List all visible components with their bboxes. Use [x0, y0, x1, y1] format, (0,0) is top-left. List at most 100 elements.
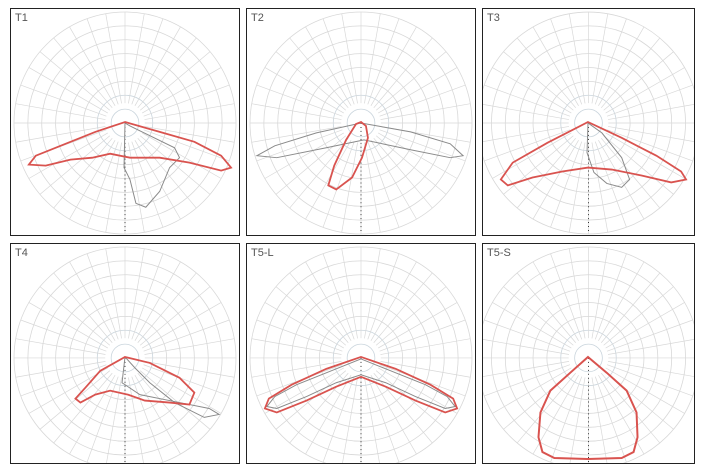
grid-spoke	[367, 376, 400, 463]
grid-spoke	[305, 261, 352, 341]
grid-spoke	[105, 248, 122, 339]
grid-spoke	[28, 367, 109, 414]
grid-spoke	[139, 286, 211, 346]
grid-spoke	[139, 370, 211, 430]
grid-spoke	[550, 141, 583, 228]
grid-spoke	[605, 367, 685, 414]
polar-diagram-t2	[249, 11, 473, 235]
grid-spoke	[53, 137, 113, 209]
grid-spoke	[600, 372, 661, 444]
grid-spoke	[492, 302, 572, 349]
grid-spoke	[373, 272, 433, 343]
grid-spoke	[606, 84, 693, 117]
grid-spoke	[380, 338, 471, 355]
grid-spoke	[39, 370, 111, 430]
grid-ring	[574, 108, 603, 138]
grid-spoke	[289, 272, 349, 343]
grid-spoke	[251, 338, 342, 355]
grid-spoke	[53, 37, 113, 109]
grid-spoke	[606, 129, 693, 162]
panel-label: T2	[251, 12, 264, 24]
panel-label: T1	[15, 12, 28, 24]
grid-spoke	[550, 18, 583, 105]
grid-spoke	[128, 248, 145, 339]
panel-t5-l: T5-L	[246, 243, 476, 464]
polar-grid	[13, 246, 237, 463]
grid-spoke	[289, 137, 349, 209]
grid-spoke	[256, 129, 343, 162]
polar-grid	[249, 11, 473, 235]
grid-spoke	[373, 37, 433, 109]
grid-spoke	[568, 248, 586, 339]
grid-spoke	[86, 253, 119, 340]
grid-spoke	[484, 84, 571, 117]
grid-spoke	[20, 84, 107, 117]
grid-spoke	[503, 286, 574, 346]
grid-spoke	[603, 135, 674, 195]
grid-spoke	[380, 361, 471, 378]
grid-spoke	[516, 372, 577, 444]
grid-spoke	[144, 338, 235, 355]
grid-spoke	[379, 319, 466, 352]
grid-spoke	[379, 84, 466, 117]
grid-spoke	[137, 272, 197, 343]
grid-spoke	[28, 132, 109, 179]
grid-spoke	[322, 18, 355, 105]
polar-diagram-t3	[483, 11, 694, 235]
vertical-distribution-curve	[586, 122, 631, 188]
grid-spoke	[375, 370, 447, 430]
vertical-distribution-curve	[255, 122, 465, 159]
grid-spoke	[550, 376, 583, 463]
grid-spoke	[141, 367, 222, 414]
grid-spoke	[364, 142, 381, 233]
grid-spoke	[15, 103, 106, 120]
grid-spoke	[377, 367, 458, 414]
grid-spoke	[15, 126, 106, 143]
grid-spoke	[598, 139, 645, 220]
grid-spoke	[600, 37, 661, 109]
grid-spoke	[373, 137, 433, 209]
grid-spoke	[364, 248, 381, 339]
grid-spoke	[15, 361, 106, 378]
polar-grid	[483, 11, 694, 235]
grid-spoke	[370, 26, 417, 106]
panel-t4: T4	[10, 243, 240, 464]
grid-spoke	[141, 132, 222, 179]
grid-ring	[483, 246, 694, 463]
grid-spoke	[591, 377, 608, 463]
grid-spoke	[503, 51, 574, 111]
grid-spoke	[342, 377, 358, 463]
polar-grid	[249, 246, 473, 463]
panel-label: T5-L	[251, 247, 274, 259]
grid-spoke	[532, 139, 579, 220]
panel-t2: T2	[246, 8, 476, 236]
grid-spoke	[568, 142, 586, 233]
grid-spoke	[377, 132, 458, 179]
grid-spoke	[550, 253, 583, 340]
grid-spoke	[605, 67, 685, 114]
grid-spoke	[105, 142, 122, 233]
grid-spoke	[375, 135, 447, 195]
grid-spoke	[367, 253, 400, 340]
grid-spoke	[591, 142, 609, 233]
grid-spoke	[39, 135, 111, 195]
grid-spoke	[373, 372, 433, 444]
grid-spoke	[607, 104, 694, 120]
grid-spoke	[305, 26, 352, 106]
grid-spoke	[516, 272, 577, 344]
vertical-distribution-curve	[123, 122, 181, 208]
panel-label: T5-S	[487, 247, 511, 259]
grid-spoke	[568, 13, 586, 104]
horizontal-distribution-curve	[537, 355, 639, 460]
grid-spoke	[39, 51, 111, 111]
panel-label: T4	[15, 247, 28, 259]
grid-spoke	[483, 339, 570, 355]
horizontal-distribution-curve	[499, 121, 688, 187]
grid-spoke	[141, 302, 222, 349]
grid-spoke	[607, 126, 694, 142]
grid-spoke	[131, 141, 164, 228]
grid-spoke	[69, 139, 116, 220]
grid-spoke	[264, 132, 345, 179]
panel-label: T3	[487, 12, 500, 24]
grid-spoke	[484, 319, 571, 352]
